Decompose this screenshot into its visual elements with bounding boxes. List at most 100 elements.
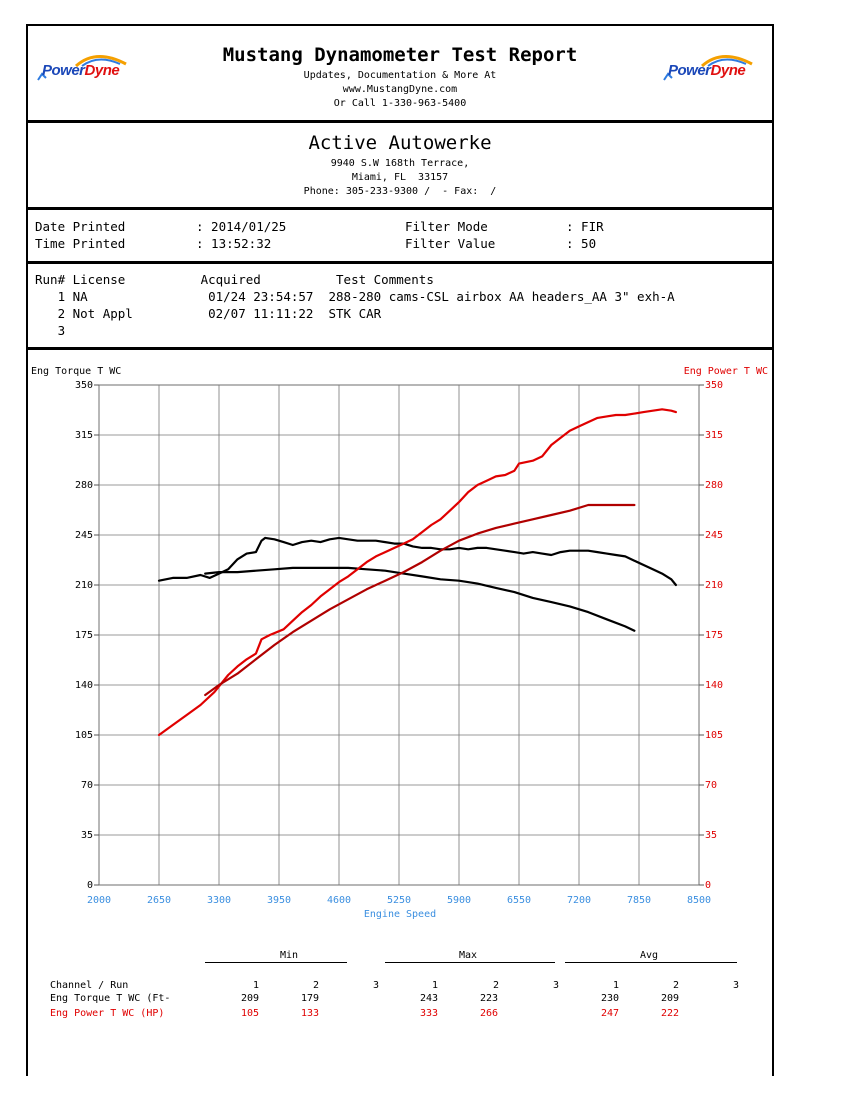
x-tick-label: 3300 [207,895,231,906]
divider [26,261,774,264]
summary-run-col: 2 [673,980,680,991]
y-tick-label-right: 245 [705,530,723,541]
powerdyne-logo: PowerDyne [662,50,758,90]
y-tick-label-right: 0 [705,880,711,891]
filter-value-label: Filter Value [405,236,496,251]
x-tick-label: 5250 [387,895,411,906]
x-tick-label: 8500 [687,895,711,906]
summary-cell: 223 [480,993,499,1004]
y-tick-label-left: 70 [81,780,93,791]
header-phone: Or Call 1-330-963-5400 [333,98,467,109]
summary-run-col: 3 [733,980,740,991]
y-tick-label-left: 315 [75,430,93,441]
right-axis-title: Eng Power T WC [684,366,768,377]
run-row: 1 NA 01/24 23:54:57 288-280 cams-CSL air… [35,289,675,304]
time-value: : 13:52:32 [196,236,272,251]
summary-cell: 222 [661,1008,680,1019]
time-label: Time Printed [35,236,126,251]
y-tick-label-left: 245 [75,530,93,541]
y-tick-label-right: 175 [705,630,723,641]
summary-run-col: 1 [613,980,620,991]
divider [26,207,774,210]
run-row: 3 [35,323,66,338]
summary-cell: 179 [301,993,320,1004]
summary-cell: 230 [601,993,620,1004]
y-tick-label-left: 0 [87,880,93,891]
logo-arc-icon [663,55,753,81]
shop-address2: Miami, FL 33157 [351,172,449,183]
filter-value-value: : 50 [566,236,597,251]
x-axis-title: Engine Speed [364,909,436,920]
summary-run-col: 2 [493,980,500,991]
run-row: 2 Not Appl 02/07 11:11:22 STK CAR [35,306,382,321]
y-tick-label-right: 70 [705,780,717,791]
summary-cell: 266 [480,1008,499,1019]
summary-cell: 333 [420,1008,439,1019]
x-tick-label: 7200 [567,895,591,906]
summary-cell: 247 [601,1008,620,1019]
y-tick-label-right: 105 [705,730,723,741]
report-title: Mustang Dynamometer Test Report [222,44,578,66]
min-group-rule [205,962,347,963]
divider [26,120,774,123]
summary-run-col: 3 [553,980,560,991]
summary-cell: 133 [301,1008,320,1019]
x-tick-label: 5900 [447,895,471,906]
series-line-3 [157,408,677,737]
y-tick-label-right: 35 [705,830,717,841]
y-tick-label-left: 140 [75,680,93,691]
summary-run-col: 3 [373,980,380,991]
avg-group-rule [565,962,737,963]
filter-mode-value: : FIR [566,219,604,234]
x-tick-label: 3950 [267,895,291,906]
y-tick-label-left: 210 [75,580,93,591]
shop-name: Active Autowerke [308,132,492,154]
date-value: : 2014/01/25 [196,219,287,234]
series-line-4 [204,503,636,697]
logo-text-dyne: Dyne [84,62,120,79]
date-label: Date Printed [35,219,126,234]
x-tick-label: 6550 [507,895,531,906]
series-line-1 [157,536,677,587]
dyno-chart: Eng Torque T WC Eng Power T WC Engine Sp… [31,366,768,920]
logo-text-power: Power [668,62,711,79]
runs-header: Run# License Acquired Test Comments [35,272,434,287]
y-tick-label-right: 140 [705,680,723,691]
y-tick-label-left: 105 [75,730,93,741]
y-tick-label-left: 280 [75,480,93,491]
summary-header-label: Channel / Run [50,980,129,991]
x-tick-label: 2650 [147,895,171,906]
y-tick-label-left: 175 [75,630,93,641]
x-tick-label: 2000 [87,895,111,906]
header-line1: Updates, Documentation & More At [303,70,497,81]
y-tick-label-right: 350 [705,380,723,391]
summary-torque-label: Eng Torque T WC (Ft- [50,993,171,1004]
powerdyne-logo: PowerDyne [36,50,132,90]
summary-run-col: 1 [432,980,439,991]
summary-cell: 209 [661,993,680,1004]
y-tick-label-left: 350 [75,380,93,391]
summary-avg-header: Avg [640,950,659,961]
chart-lines [157,408,677,737]
summary-run-col: 2 [313,980,320,991]
shop-phone: Phone: 305-233-9300 / - Fax: / [303,186,497,197]
summary-run-col: 1 [253,980,260,991]
divider [26,347,774,350]
x-tick-label: 7850 [627,895,651,906]
logo-text-dyne: Dyne [710,62,746,79]
y-tick-label-right: 315 [705,430,723,441]
summary-power-label: Eng Power T WC (HP) [50,1008,165,1019]
summary-min-header: Min [280,950,299,961]
shop-address1: 9940 S.W 168th Terrace, [330,158,470,169]
summary-cell: 105 [241,1008,260,1019]
summary-cell: 243 [420,993,439,1004]
y-tick-label-left: 35 [81,830,93,841]
chart-ticks: 2000 2650 3300 3950 4600 5250 5900 6550 7200 7850… [75,380,723,906]
max-group-rule [385,962,555,963]
summary-cell: 209 [241,993,260,1004]
logo-arc-icon [37,55,127,81]
header-url: www.MustangDyne.com [342,84,458,95]
filter-mode-label: Filter Mode [405,219,488,234]
summary-max-header: Max [459,950,478,961]
logo-text-power: Power [42,62,85,79]
